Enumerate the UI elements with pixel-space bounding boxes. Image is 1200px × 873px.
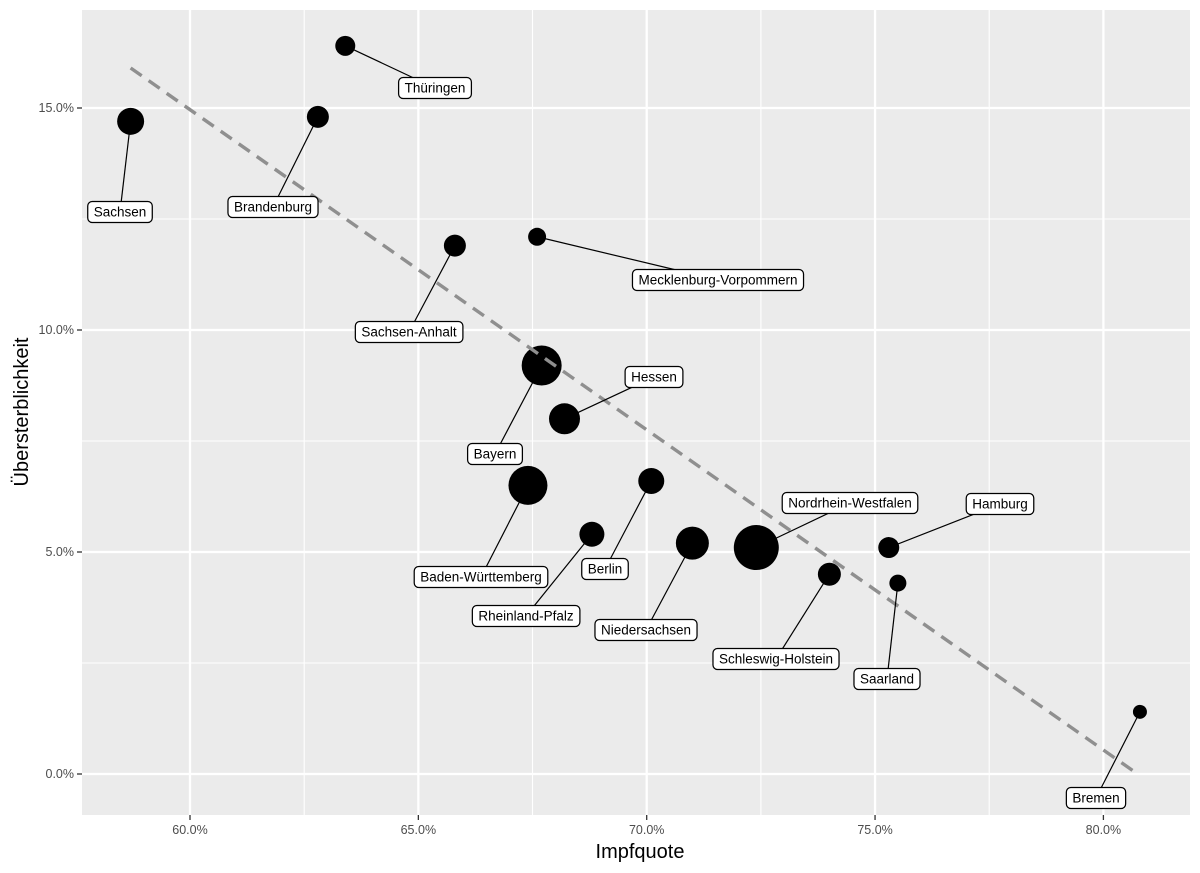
x-axis-title: Impfquote: [596, 841, 685, 863]
label-connector-bremen: [1095, 711, 1141, 799]
label-connector-bayern: [494, 365, 543, 455]
state-label-mecklenburg-vorpommern: Mecklenburg-Vorpommern: [631, 268, 805, 292]
state-label-text: Bremen: [1072, 791, 1119, 806]
state-label-text: Rheinland-Pfalz: [478, 609, 574, 624]
label-connector-brandenburg: [272, 116, 319, 208]
state-label-text: Hamburg: [972, 497, 1028, 512]
state-label-box: [1065, 786, 1127, 810]
state-label-sachsen: Sachsen: [87, 200, 153, 224]
state-label-box: [624, 365, 684, 389]
state-label-box: [354, 320, 464, 344]
state-label-box: [631, 268, 805, 292]
state-label-box: [227, 195, 319, 219]
state-label-rheinland-pfalz: Rheinland-Pfalz: [471, 604, 581, 628]
state-label-text: Sachsen: [94, 205, 147, 220]
state-label-niedersachsen: Niedersachsen: [594, 618, 698, 642]
y-tick-label-0: 0.0%: [46, 767, 75, 781]
state-label-text: Bayern: [474, 447, 517, 462]
state-label-text: Niedersachsen: [601, 623, 691, 638]
state-label-text: Saarland: [860, 672, 914, 687]
state-label-text: Baden-Württemberg: [420, 570, 542, 585]
label-connector-berlin: [604, 480, 652, 570]
state-label-nordrhein-westfalen: Nordrhein-Westfalen: [781, 491, 919, 515]
state-label-bayern: Bayern: [466, 442, 524, 466]
state-label-box: [781, 491, 919, 515]
label-connector-schleswig-holstein: [775, 573, 830, 660]
state-label-box: [594, 618, 698, 642]
x-tick-label-80: 80.0%: [1086, 823, 1121, 837]
y-tick-label-15: 15.0%: [39, 101, 74, 115]
state-label-text: Sachsen-Anhalt: [361, 325, 457, 340]
state-label-thuringen: Thüringen: [397, 76, 473, 100]
trend-line: [129, 66, 1139, 776]
state-label-text: Thüringen: [405, 81, 466, 96]
state-label-text: Berlin: [588, 562, 623, 577]
state-label-box: [853, 667, 921, 691]
state-label-box: [466, 442, 524, 466]
state-label-text: Mecklenburg-Vorpommern: [638, 273, 797, 288]
state-label-box: [397, 76, 473, 100]
label-connector-sachsen: [119, 121, 132, 213]
state-label-text: Schleswig-Holstein: [719, 652, 833, 667]
state-label-text: Nordrhein-Westfalen: [788, 496, 912, 511]
x-tick-label-75: 75.0%: [857, 823, 892, 837]
state-label-box: [87, 200, 153, 224]
state-label-box: [581, 557, 629, 581]
state-label-baden-wurttemberg: Baden-Württemberg: [413, 565, 549, 589]
y-tick-label-5: 5.0%: [46, 545, 75, 559]
state-label-text: Hessen: [631, 370, 677, 385]
label-connector-saarland: [886, 583, 899, 680]
state-label-schleswig-holstein: Schleswig-Holstein: [712, 647, 840, 671]
state-label-brandenburg: Brandenburg: [227, 195, 319, 219]
x-tick-label-70: 70.0%: [629, 823, 664, 837]
y-axis-title: Übersterblichkeit: [11, 337, 33, 486]
state-label-saarland: Saarland: [853, 667, 921, 691]
label-connector-sachsen-anhalt: [408, 245, 456, 333]
y-tick-label-10: 10.0%: [39, 323, 74, 337]
state-label-bremen: Bremen: [1065, 786, 1127, 810]
label-connector-rheinland-pfalz: [525, 533, 593, 617]
state-label-berlin: Berlin: [581, 557, 629, 581]
label-connector-baden-wurttemberg: [480, 485, 529, 578]
x-tick-label-60: 60.0%: [172, 823, 207, 837]
state-label-hamburg: Hamburg: [965, 492, 1035, 516]
x-tick-label-65: 65.0%: [401, 823, 436, 837]
state-label-hessen: Hessen: [624, 365, 684, 389]
label-connector-niedersachsen: [645, 542, 693, 631]
state-label-box: [471, 604, 581, 628]
state-label-box: [712, 647, 840, 671]
state-label-sachsen-anhalt: Sachsen-Anhalt: [354, 320, 464, 344]
state-label-box: [965, 492, 1035, 516]
state-label-box: [413, 565, 549, 589]
state-label-text: Brandenburg: [234, 200, 312, 215]
